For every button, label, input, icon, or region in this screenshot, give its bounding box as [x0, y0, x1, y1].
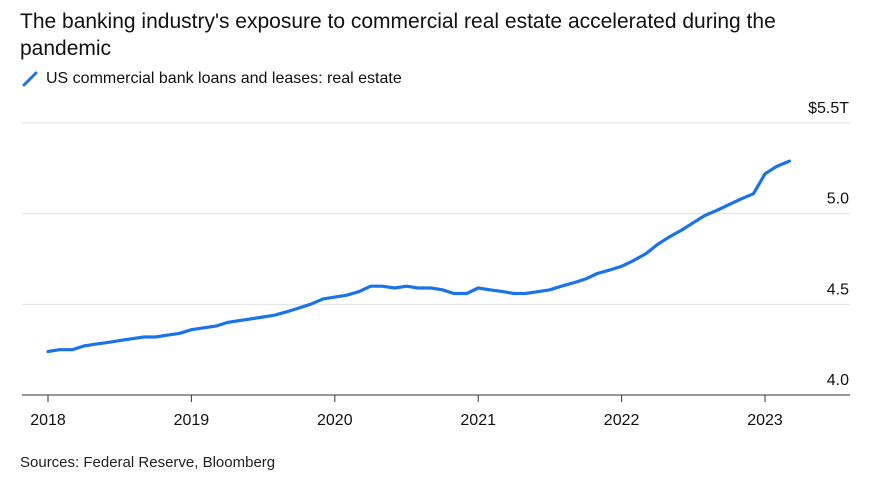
- line-swatch-icon: [22, 71, 38, 87]
- source-note: Sources: Federal Reserve, Bloomberg: [20, 454, 276, 471]
- x-tick-label-5: 2023: [747, 412, 783, 429]
- x-tick-label-1: 2019: [174, 412, 210, 429]
- legend-swatch-line: [22, 71, 38, 87]
- y-tick-label-2: 4.5: [827, 281, 849, 298]
- x-tick-label-4: 2022: [604, 412, 640, 429]
- y-tick-label-3: 4.0: [827, 372, 849, 389]
- legend: US commercial bank loans and leases: rea…: [22, 68, 402, 90]
- chart-title: The banking industry's exposure to comme…: [20, 10, 776, 60]
- x-tick-label-3: 2021: [460, 412, 496, 429]
- legend-label: US commercial bank loans and leases: rea…: [46, 70, 402, 87]
- x-tick-label-2: 2020: [317, 412, 353, 429]
- y-tick-label-1: 5.0: [827, 191, 849, 208]
- x-tick-label-0: 2018: [30, 412, 66, 429]
- series-line-0: [46, 159, 792, 354]
- y-tick-label-0: $5.5T: [808, 100, 849, 117]
